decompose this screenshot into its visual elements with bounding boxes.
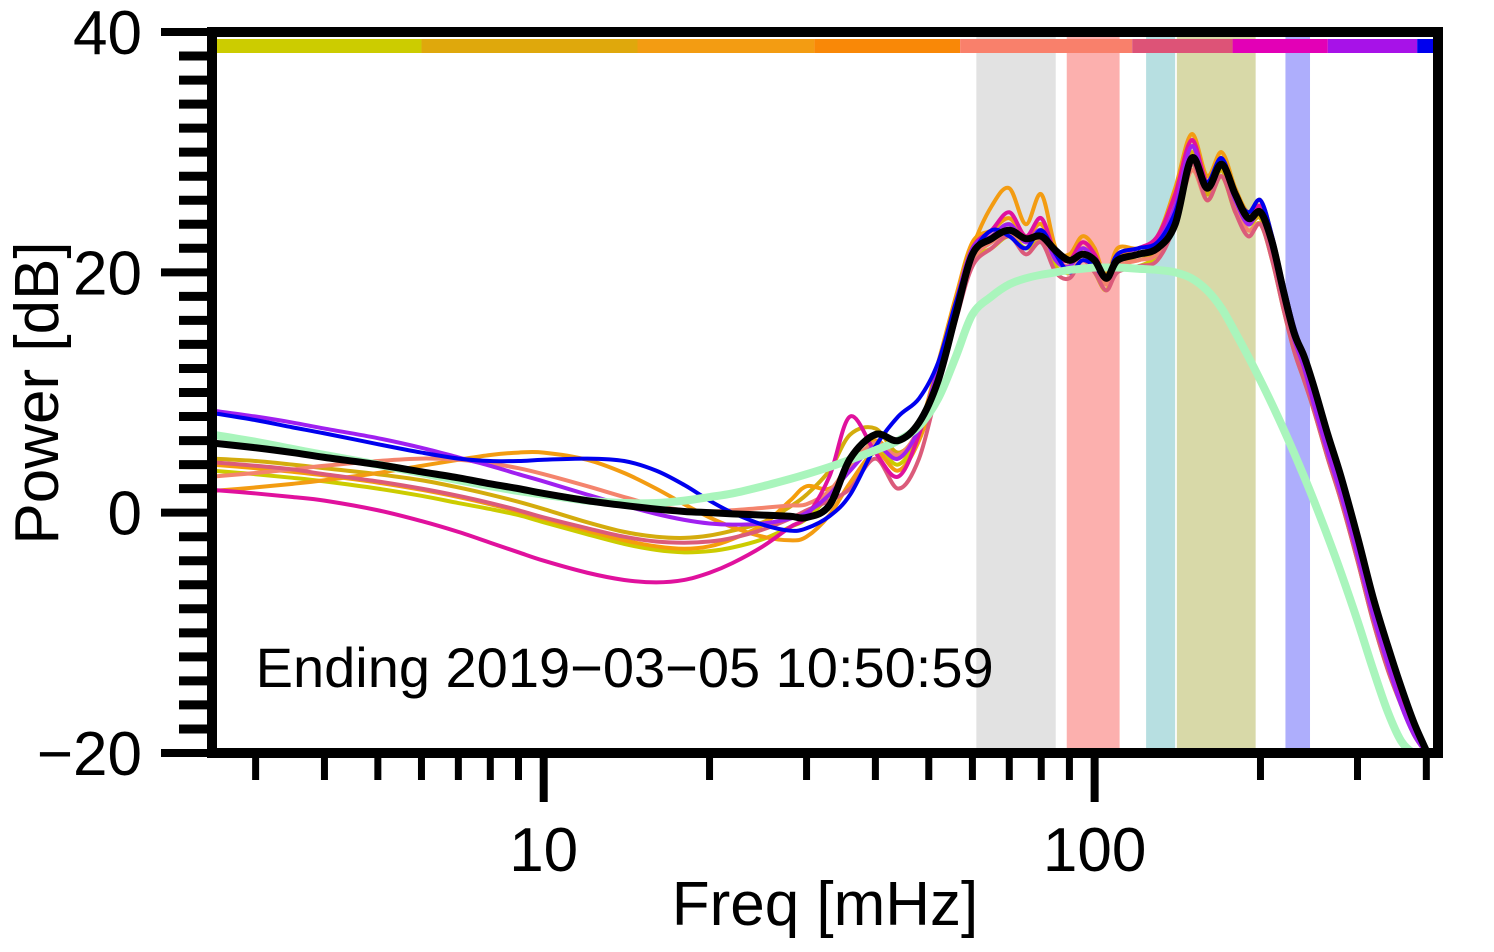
spectral-traces	[212, 132, 1431, 753]
y-tick-label-40: 40	[73, 0, 142, 68]
band-periwinkle	[1285, 37, 1311, 748]
colorbar-segment-2	[637, 39, 815, 53]
x-axis-ticks	[252, 758, 1430, 802]
x-tick-label-10: 10	[509, 816, 578, 885]
x-axis-title: Freq [mHz]	[672, 870, 979, 939]
axes-frame	[207, 27, 1443, 758]
y-tick-label--20: −20	[37, 720, 142, 789]
band-teal	[1146, 37, 1176, 748]
colorbar-segment-0	[212, 39, 422, 53]
y-axis-ticks	[161, 28, 207, 757]
svg-text:Power [dB]: Power [dB]	[3, 241, 72, 544]
plot-frame	[207, 27, 1443, 758]
colorbar-segment-6	[1232, 39, 1328, 53]
trace-trace-06-crimson	[212, 162, 1429, 753]
y-axis-tick-labels: −20 0 20 40	[37, 0, 142, 789]
colorbar-segment-7	[1327, 39, 1418, 53]
band-pink	[1066, 37, 1120, 748]
x-axis-tick-labels: 10 100	[509, 816, 1146, 885]
svg-text:Freq [mHz]: Freq [mHz]	[672, 870, 979, 939]
colorbar-segment-3	[814, 39, 961, 53]
plot-annotation: Ending 2019−03−05 10:50:59	[256, 636, 994, 699]
colorbar-segment-1	[421, 39, 638, 53]
x-tick-label-100: 100	[1043, 816, 1146, 885]
colorbar-segment-4	[960, 39, 1133, 53]
y-tick-label-20: 20	[73, 239, 142, 308]
colorbar-segment-8	[1417, 39, 1438, 53]
shaded-frequency-bands	[976, 37, 1311, 748]
colorbar-segment-5	[1132, 39, 1233, 53]
frequency-colorbar	[212, 39, 1438, 53]
band-gray	[976, 37, 1056, 748]
y-tick-label-0: 0	[108, 480, 142, 549]
trace-mean	[212, 154, 1430, 753]
y-axis-title: Power [dB]	[3, 241, 72, 544]
annotation-ending-timestamp: Ending 2019−03−05 10:50:59	[256, 636, 994, 699]
